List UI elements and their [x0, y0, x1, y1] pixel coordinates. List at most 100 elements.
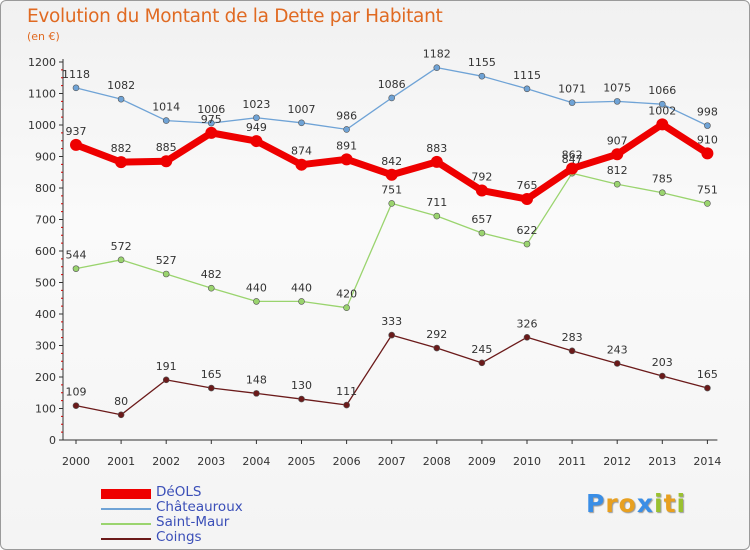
data-point	[523, 334, 531, 341]
y-tick-label: 1000	[28, 119, 56, 132]
data-point	[205, 126, 218, 139]
data-label: 420	[336, 288, 357, 301]
data-label: 1082	[107, 79, 135, 92]
data-point	[475, 184, 488, 197]
data-point	[613, 180, 621, 188]
data-label: 482	[201, 268, 222, 281]
y-tick-label: 700	[35, 214, 56, 227]
legend-label: Saint-Maur	[156, 514, 230, 530]
data-label: 1071	[558, 83, 586, 96]
y-tick-label: 300	[35, 340, 56, 353]
x-tick-label: 2005	[288, 455, 316, 468]
data-label: 874	[291, 145, 312, 158]
data-point	[70, 138, 82, 151]
data-point	[478, 72, 486, 80]
y-tick-label: 400	[35, 308, 56, 321]
data-label: 622	[517, 224, 538, 237]
x-tick-label: 2009	[468, 455, 496, 468]
data-point	[658, 189, 666, 197]
data-point	[340, 153, 353, 166]
data-label: 949	[246, 121, 267, 134]
y-tick-label: 900	[35, 151, 56, 164]
data-label: 937	[66, 125, 87, 138]
data-label: 907	[607, 134, 628, 147]
data-point	[521, 193, 533, 206]
data-label: 765	[517, 179, 538, 192]
x-tick-label: 2006	[333, 455, 361, 468]
data-point	[162, 117, 170, 124]
logo-letter: i	[654, 489, 664, 518]
proxiti-logo: Proxiti	[586, 489, 686, 518]
x-tick-label: 2002	[152, 455, 180, 468]
x-tick-label: 2012	[603, 455, 631, 468]
data-point	[117, 411, 125, 419]
data-label: 882	[111, 142, 132, 155]
y-tick-label: 800	[35, 182, 56, 195]
y-tick-label: 600	[35, 245, 56, 258]
data-point	[253, 298, 260, 305]
data-label: 148	[246, 373, 267, 386]
data-label: 1023	[242, 98, 270, 111]
data-label: 245	[471, 343, 492, 356]
data-point	[385, 168, 398, 181]
x-tick-label: 2014	[693, 455, 721, 468]
legend-label: Coings	[156, 529, 202, 545]
logo-letter: r	[605, 489, 619, 518]
data-point	[162, 376, 170, 384]
data-label: 657	[471, 213, 492, 226]
data-point	[704, 384, 711, 392]
logo-letter: t	[663, 489, 677, 518]
data-label: 440	[291, 281, 312, 294]
data-label: 80	[114, 395, 128, 408]
data-label: 130	[291, 379, 312, 392]
data-label: 891	[336, 139, 357, 152]
data-label: 751	[381, 183, 402, 196]
data-point	[478, 359, 486, 367]
y-tick-label: 0	[49, 434, 56, 447]
data-label: 1014	[152, 101, 180, 114]
data-point	[208, 284, 215, 292]
x-tick-label: 2004	[242, 455, 270, 468]
data-label: 292	[426, 328, 447, 341]
x-tick-label: 2003	[197, 455, 225, 468]
y-tick-label: 500	[35, 277, 56, 290]
logo-letter: i	[676, 489, 687, 518]
data-label: 751	[697, 183, 718, 196]
chart-subtitle: (en €)	[27, 30, 60, 43]
data-point	[478, 229, 486, 237]
data-point	[253, 114, 260, 122]
data-point	[72, 402, 80, 409]
data-point	[72, 84, 80, 92]
data-point	[388, 94, 396, 102]
data-point	[343, 401, 350, 409]
data-label: 1115	[513, 69, 541, 82]
data-label: 333	[381, 315, 402, 328]
data-point	[298, 395, 305, 403]
data-point	[704, 200, 711, 207]
data-point	[658, 100, 666, 108]
chart-title: Evolution du Montant de la Dette par Hab…	[27, 6, 443, 27]
data-point	[613, 360, 621, 367]
data-label: 191	[156, 360, 177, 373]
data-point	[388, 200, 396, 207]
data-point	[72, 265, 80, 272]
data-label: 792	[471, 171, 492, 184]
data-label: 986	[336, 109, 357, 122]
legend-swatch	[101, 523, 151, 525]
data-point	[523, 85, 531, 93]
y-tick-label: 200	[35, 371, 56, 384]
data-point	[115, 156, 128, 169]
x-tick-label: 2000	[62, 455, 90, 468]
data-label: 527	[156, 254, 177, 267]
data-point	[430, 155, 443, 168]
data-point	[343, 126, 350, 133]
data-label: 910	[697, 133, 718, 146]
data-label: 243	[607, 343, 628, 356]
data-label: 1007	[288, 103, 316, 116]
data-point	[253, 390, 260, 397]
data-label: 1075	[603, 81, 631, 94]
chart-axes: 0 100 200 300 400 500 600 700 800 900 1000 1100 1200…	[28, 56, 721, 468]
data-point	[433, 344, 441, 352]
